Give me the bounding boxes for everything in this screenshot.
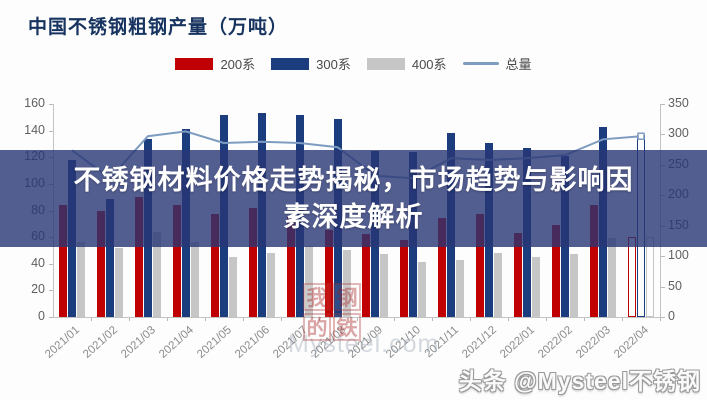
- legend-item-总量: 总量: [462, 54, 532, 73]
- bar-200系: [96, 210, 105, 317]
- y-axis-left-tick: [49, 263, 53, 265]
- x-axis-tick: [432, 318, 434, 321]
- legend-line-swatch: [462, 62, 499, 65]
- y-axis-left-label: 160: [24, 96, 45, 110]
- y-axis-right-label: 300: [668, 126, 689, 141]
- y-axis-right-tick: [661, 104, 665, 105]
- x-axis-tick: [280, 318, 282, 321]
- legend-item-400系: 400系: [366, 54, 447, 73]
- y-axis-right-tick: [661, 256, 665, 258]
- y-axis-left-label: 0: [38, 309, 45, 323]
- x-axis-tick: [242, 318, 244, 321]
- bar-200系: [400, 239, 409, 317]
- x-axis-tick: [356, 318, 358, 321]
- legend-color-swatch: [366, 57, 405, 70]
- legend-label: 300系: [316, 57, 351, 72]
- bar-300系: [105, 198, 114, 317]
- y-axis-left-tick: [49, 104, 53, 105]
- y-axis-right-label: 350: [668, 96, 689, 110]
- y-axis-left-label: 40: [31, 255, 45, 270]
- x-axis-tick: [660, 318, 661, 321]
- bar-400系: [532, 257, 541, 317]
- bar-400系: [266, 253, 275, 317]
- bar-200系: [628, 237, 637, 317]
- y-axis-right-tick: [661, 134, 665, 136]
- watermark-character: 的: [303, 313, 331, 341]
- watermark-character: 铁: [333, 313, 361, 341]
- legend-label: 200系: [220, 57, 256, 72]
- legend-color-swatch: [175, 57, 214, 70]
- headline-line-1: 不锈钢材料价格走势揭秘，市场趋势与影响因: [73, 164, 634, 195]
- mysteel-logo-watermark: 我的钢铁: [303, 283, 361, 341]
- legend-item-200系: 200系: [175, 54, 255, 73]
- bar-400系: [494, 253, 503, 317]
- bar-200系: [476, 214, 485, 317]
- mysteel-site-watermark: Mysteel.com: [288, 330, 440, 358]
- bar-400系: [646, 237, 655, 317]
- y-axis-left-label: 140: [24, 122, 45, 137]
- bar-400系: [456, 259, 465, 317]
- y-axis-left-label: 20: [31, 282, 45, 297]
- bar-400系: [228, 257, 237, 317]
- bar-400系: [380, 254, 389, 317]
- x-axis-tick: [204, 318, 206, 321]
- x-axis-tick: [90, 318, 92, 321]
- bar-200系: [438, 218, 447, 317]
- legend-item-300系: 300系: [271, 54, 351, 73]
- y-axis-right-label: 50: [668, 278, 682, 293]
- headline-overlay-banner: 不锈钢材料价格走势揭秘，市场趋势与影响因 素深度解析: [0, 150, 707, 247]
- bar-200系: [248, 207, 257, 317]
- bar-200系: [286, 217, 295, 317]
- bar-200系: [172, 205, 181, 317]
- headline-line-2: 素深度解析: [283, 201, 424, 232]
- bar-200系: [552, 225, 561, 317]
- legend-label: 总量: [505, 57, 532, 72]
- toutiao-account-watermark: 头条 @Mysteel不锈钢: [458, 368, 701, 394]
- bar-400系: [418, 262, 427, 317]
- chart-title: 中国不锈钢粗钢产量（万吨）: [28, 17, 289, 38]
- bar-400系: [76, 242, 85, 317]
- watermark-character: 钢: [333, 283, 361, 311]
- bar-200系: [58, 205, 67, 317]
- x-axis-tick: [508, 318, 510, 321]
- y-axis-right-tick: [661, 286, 665, 288]
- x-axis-tick: [128, 318, 130, 321]
- x-axis-tick: [470, 318, 472, 321]
- bar-400系: [152, 231, 161, 317]
- bar-400系: [304, 246, 313, 317]
- y-axis-left-tick: [49, 317, 53, 318]
- x-axis: [53, 317, 661, 318]
- bar-200系: [134, 197, 143, 317]
- x-axis-tick: [546, 318, 548, 321]
- bar-400系: [608, 238, 617, 317]
- x-axis-tick: [584, 318, 586, 321]
- bar-200系: [514, 233, 523, 317]
- x-axis-tick: [318, 318, 320, 321]
- chart-legend: 200系 300系 400系 总量: [0, 54, 707, 73]
- x-axis-tick: [622, 318, 624, 321]
- bar-200系: [210, 214, 219, 317]
- legend-color-swatch: [271, 57, 310, 70]
- y-axis-left-tick: [49, 130, 53, 132]
- y-axis-left-tick: [49, 290, 53, 292]
- bar-400系: [570, 254, 579, 317]
- bar-200系: [362, 234, 371, 317]
- bar-400系: [114, 247, 123, 317]
- y-axis-right-label: 100: [668, 248, 689, 263]
- x-axis-tick: [394, 318, 396, 321]
- x-axis-tick: [166, 318, 168, 321]
- bar-400系: [342, 250, 351, 317]
- y-axis-right-tick: [661, 317, 665, 318]
- legend-label: 400系: [411, 57, 447, 72]
- bar-200系: [324, 230, 333, 317]
- bar-400系: [190, 242, 199, 317]
- y-axis-right-label: 0: [668, 309, 675, 323]
- watermark-character: 我: [303, 283, 331, 311]
- bar-200系: [590, 205, 599, 317]
